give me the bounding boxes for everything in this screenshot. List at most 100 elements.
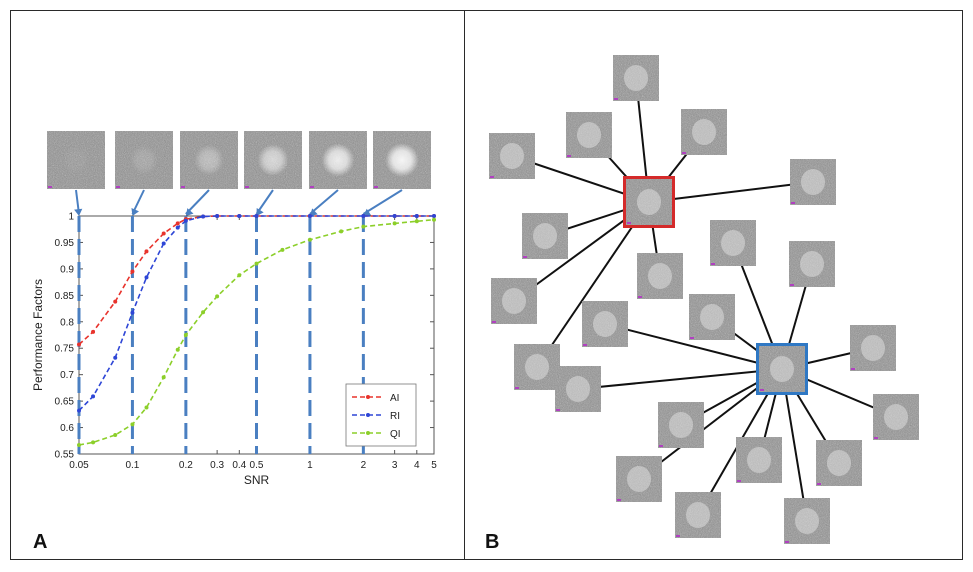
legend-marker — [366, 395, 370, 399]
network-particle-node — [689, 294, 735, 340]
data-point-QI — [130, 422, 135, 427]
data-point-QI — [91, 440, 96, 445]
y-tick-label: 0.6 — [60, 423, 74, 434]
panel-b: B — [464, 10, 963, 560]
data-point-QI — [361, 224, 366, 229]
data-point-QI — [77, 443, 81, 448]
x-tick-label: 3 — [392, 460, 398, 471]
y-tick-label: 1 — [68, 212, 74, 223]
data-point-RI — [175, 225, 180, 230]
network-particle-node — [784, 498, 830, 544]
network-particle-node — [710, 220, 756, 266]
snr-particle-thumbnail — [373, 131, 431, 189]
network-edge — [536, 201, 650, 368]
network-particle-node — [491, 278, 537, 324]
snr-arrow-head — [363, 208, 372, 216]
data-point-AI — [161, 231, 166, 236]
data-point-QI — [280, 247, 285, 252]
network-particle-node — [790, 159, 836, 205]
data-point-RI — [91, 394, 96, 399]
snr-arrow — [185, 189, 210, 215]
network-edge — [648, 181, 814, 203]
network-edge — [604, 323, 783, 370]
y-tick-label: 0.75 — [55, 344, 75, 355]
data-point-RI — [215, 214, 220, 218]
y-axis-label: Performance Factors — [31, 279, 45, 391]
network-particle-node — [566, 112, 612, 158]
network-particle-node — [514, 344, 560, 390]
y-tick-label: 0.95 — [55, 238, 75, 249]
y-tick-label: 0.55 — [55, 450, 75, 461]
network-particle-node — [850, 325, 896, 371]
data-point-RI — [254, 214, 259, 218]
data-point-QI — [161, 375, 166, 380]
data-point-AI — [130, 269, 135, 274]
network-particle-node — [582, 301, 628, 347]
network-particle-node — [681, 109, 727, 155]
data-point-QI — [183, 333, 188, 337]
network-particle-node — [522, 213, 568, 259]
panel-b-label: B — [485, 531, 500, 553]
data-point-RI — [201, 214, 206, 219]
snr-arrow-head — [309, 208, 318, 216]
network-particle-node — [675, 492, 721, 538]
network-particle-node — [555, 366, 601, 412]
data-point-RI — [237, 214, 242, 218]
data-point-QI — [144, 405, 149, 410]
data-point-AI — [144, 249, 149, 254]
panel-a-label: A — [33, 531, 48, 553]
data-point-QI — [432, 217, 436, 222]
reference-node-red — [623, 176, 675, 228]
data-point-AI — [113, 299, 118, 304]
snr-particle-thumbnail — [180, 131, 238, 189]
network-particle-node — [658, 402, 704, 448]
network-particle-node — [816, 440, 862, 486]
data-point-RI — [77, 408, 81, 413]
y-tick-label: 0.65 — [55, 397, 75, 408]
data-point-RI — [307, 214, 312, 218]
data-point-RI — [161, 241, 166, 246]
reference-node-blue — [756, 343, 808, 395]
data-point-QI — [113, 432, 118, 437]
data-point-QI — [237, 273, 242, 278]
network-particle-node — [873, 394, 919, 440]
x-tick-label: 2 — [361, 460, 367, 471]
data-point-QI — [392, 221, 397, 226]
network-particle-node — [616, 456, 662, 502]
data-point-RI — [183, 218, 188, 223]
data-point-RI — [144, 275, 149, 280]
snr-arrow-head — [185, 208, 194, 216]
snr-arrow — [362, 189, 403, 215]
x-tick-label: 0.4 — [232, 460, 246, 471]
legend-entry: RI — [390, 411, 400, 422]
y-tick-label: 0.7 — [60, 370, 74, 381]
snr-arrow-head — [74, 208, 83, 216]
data-point-QI — [339, 229, 344, 234]
snr-particle-thumbnail — [47, 131, 105, 189]
data-point-RI — [392, 214, 397, 218]
network-particle-node — [613, 55, 659, 101]
data-point-QI — [414, 219, 419, 224]
network-particle-node — [489, 133, 535, 179]
x-tick-label: 4 — [414, 460, 420, 471]
data-point-QI — [201, 310, 206, 315]
data-point-QI — [307, 237, 312, 242]
data-point-QI — [254, 261, 259, 266]
network-particle-node — [637, 253, 683, 299]
data-point-RI — [113, 355, 118, 360]
network-particle-node — [789, 241, 835, 287]
snr-arrow — [309, 189, 339, 215]
data-point-RI — [432, 214, 436, 218]
network-edge — [577, 368, 783, 390]
data-point-AI — [175, 221, 180, 226]
series-line-RI — [78, 215, 434, 412]
snr-arrow-head — [256, 208, 264, 216]
x-tick-label: 0.1 — [125, 460, 139, 471]
data-point-RI — [414, 214, 419, 218]
x-tick-label: 5 — [431, 460, 437, 471]
data-point-RI — [130, 310, 135, 315]
data-point-RI — [361, 214, 366, 218]
snr-particle-thumbnail — [244, 131, 302, 189]
particle-similarity-network — [489, 55, 919, 544]
